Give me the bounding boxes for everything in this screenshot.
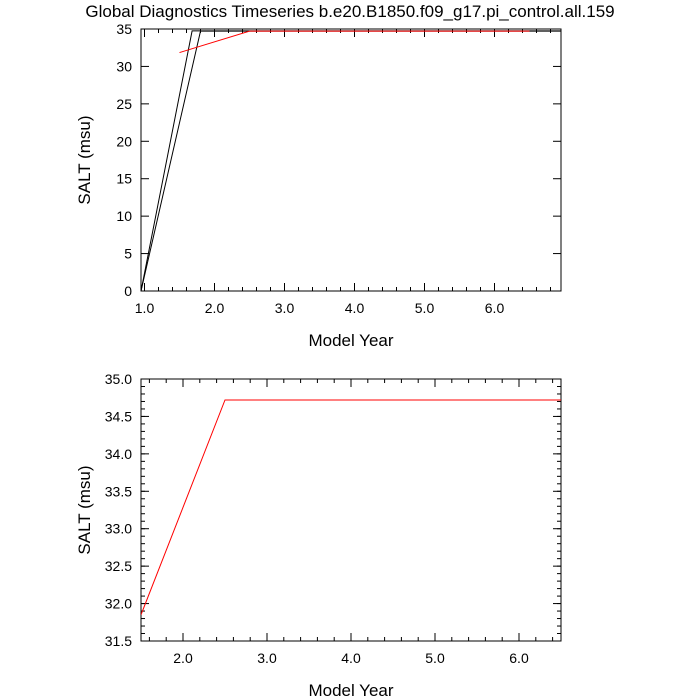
y-tick-label: 32.5 xyxy=(105,558,132,574)
y-tick-label: 31.5 xyxy=(105,633,132,649)
y-tick-label: 35 xyxy=(116,21,132,37)
series-line-black-1 xyxy=(141,30,561,292)
x-tick-label: 4.0 xyxy=(341,650,361,666)
y-axis-label: SALT (msu) xyxy=(75,465,94,554)
series-line-red-0 xyxy=(141,399,561,615)
y-tick-label: 5 xyxy=(124,246,132,262)
x-tick-label: 6.0 xyxy=(509,650,529,666)
y-tick-label: 20 xyxy=(116,133,132,149)
x-tick-label: 3.0 xyxy=(275,300,295,316)
series-line-black-0 xyxy=(141,30,561,292)
figure-title: Global Diagnostics Timeseries b.e20.B185… xyxy=(85,2,615,21)
y-tick-label: 34.0 xyxy=(105,446,132,462)
plot-frame xyxy=(140,28,562,292)
x-tick-label: 2.0 xyxy=(205,300,225,316)
x-tick-label: 5.0 xyxy=(425,650,445,666)
x-tick-label: 1.0 xyxy=(135,300,155,316)
x-tick-label: 6.0 xyxy=(485,300,505,316)
x-tick-label: 4.0 xyxy=(345,300,365,316)
x-axis-label: Model Year xyxy=(308,331,393,350)
tick-marks xyxy=(141,28,561,292)
x-tick-label: 2.0 xyxy=(173,650,193,666)
y-tick-label: 30 xyxy=(116,58,132,74)
y-tick-label: 32.0 xyxy=(105,596,132,612)
y-tick-label: 25 xyxy=(116,96,132,112)
tick-marks xyxy=(141,378,561,642)
y-tick-label: 33.0 xyxy=(105,521,132,537)
bottom-panel: 2.0 3.0 4.0 5.0 6.0 31.5 32.0 32.5 33.0 33.5 34.0 3… xyxy=(75,371,562,700)
x-tick-label: 5.0 xyxy=(415,300,435,316)
y-tick-label: 15 xyxy=(116,171,132,187)
series-group xyxy=(141,399,561,615)
y-tick-label: 34.5 xyxy=(105,408,132,424)
x-axis-label: Model Year xyxy=(308,681,393,700)
series-group xyxy=(141,30,561,292)
top-panel: 1.0 2.0 3.0 4.0 5.0 6.0 0 5 10 15 20 25 30 35 Model Ye… xyxy=(75,21,562,350)
plot-frame xyxy=(140,378,562,642)
y-axis-label: SALT (msu) xyxy=(75,115,94,204)
x-tick-label: 3.0 xyxy=(257,650,277,666)
y-tick-label: 35.0 xyxy=(105,371,132,387)
y-tick-label: 33.5 xyxy=(105,483,132,499)
y-tick-label: 0 xyxy=(124,283,132,299)
y-tick-label: 10 xyxy=(116,208,132,224)
series-line-red-2 xyxy=(179,30,530,54)
